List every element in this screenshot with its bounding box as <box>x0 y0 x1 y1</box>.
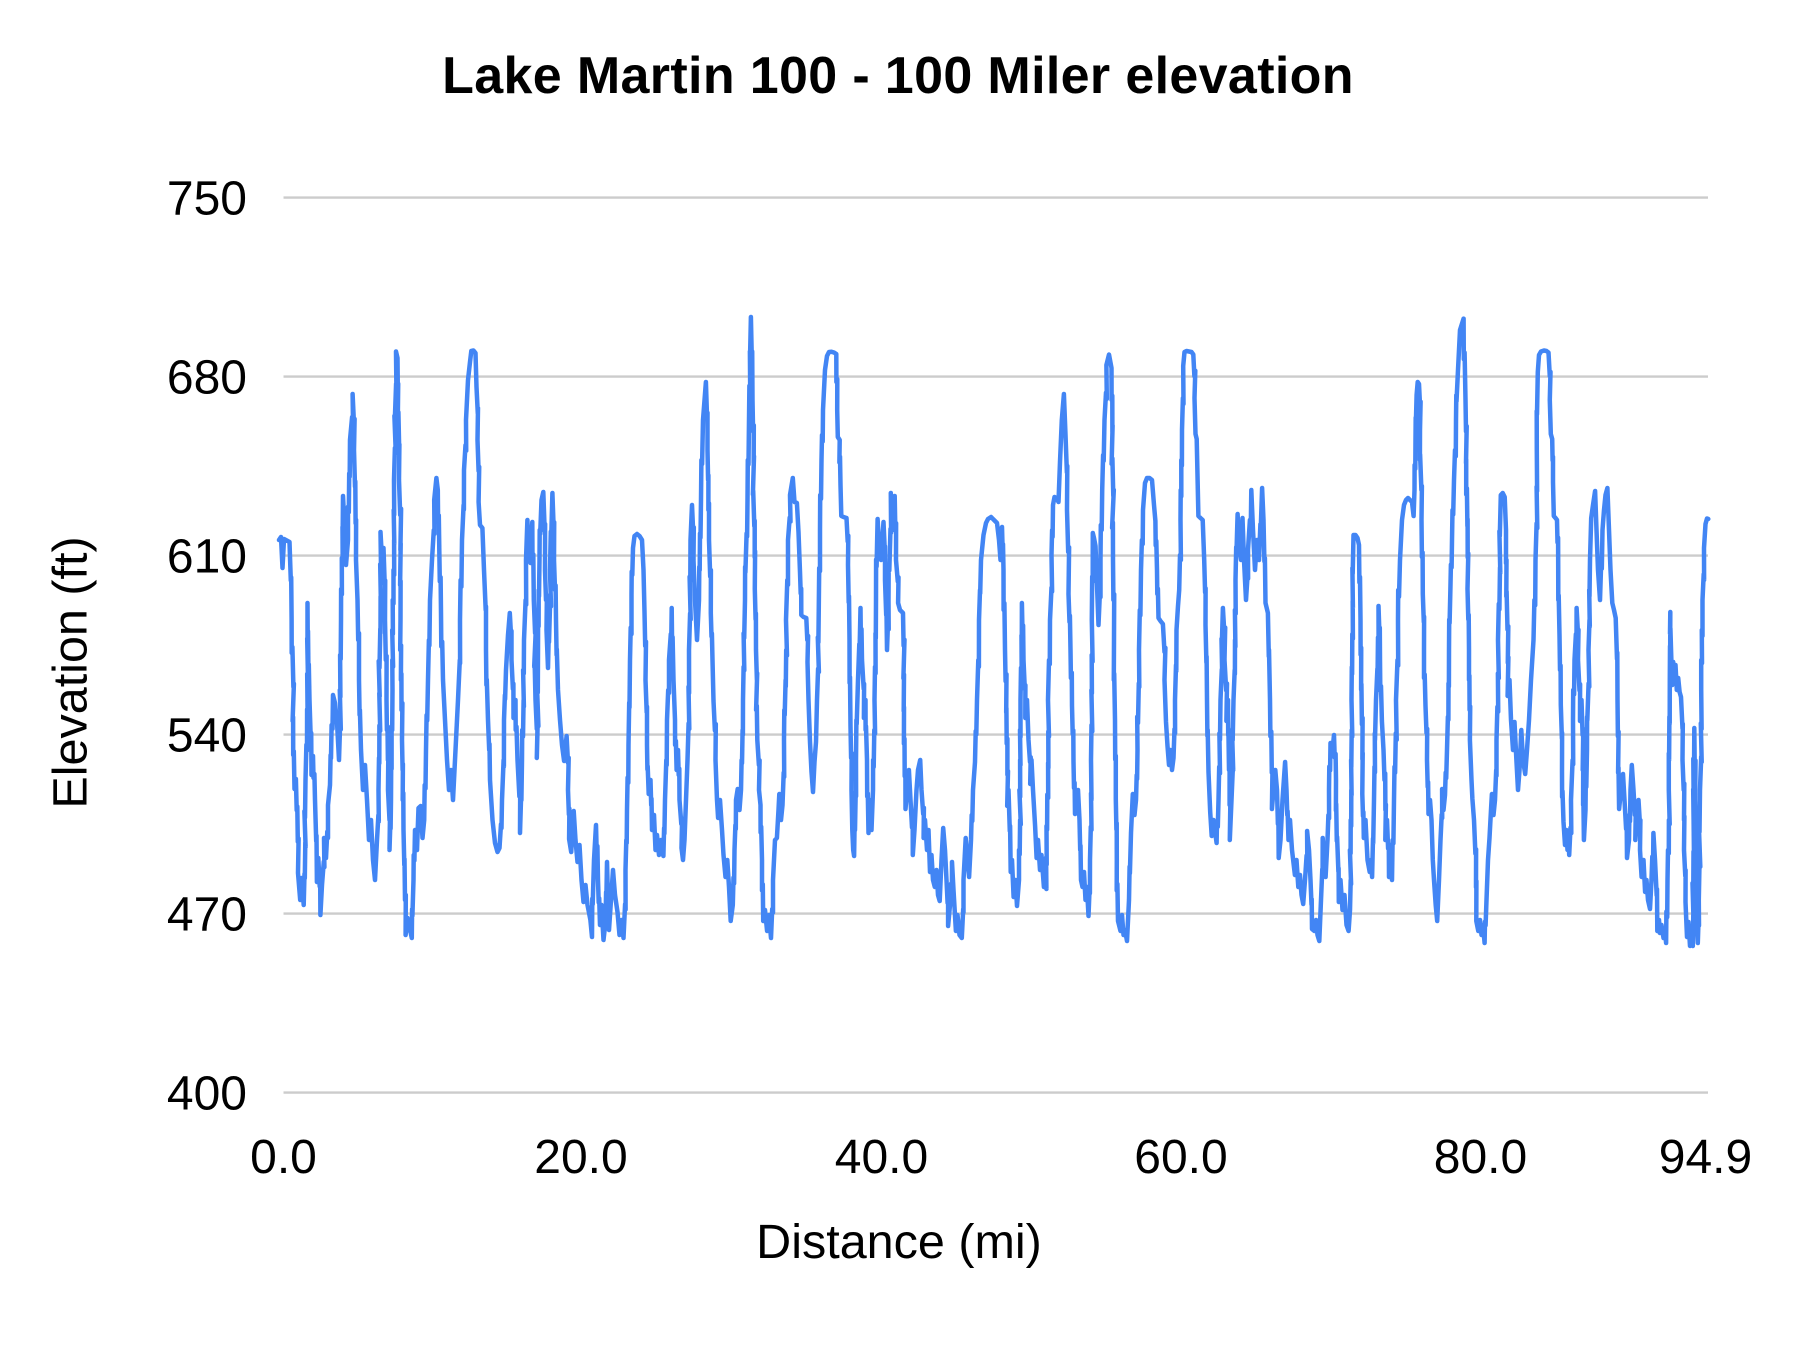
svg-text:540: 540 <box>167 710 247 763</box>
svg-text:750: 750 <box>167 173 247 226</box>
svg-text:470: 470 <box>167 889 247 942</box>
svg-text:Lake Martin 100 - 100 Miler el: Lake Martin 100 - 100 Miler elevation <box>442 47 1354 105</box>
svg-text:20.0: 20.0 <box>534 1131 627 1184</box>
svg-text:80.0: 80.0 <box>1434 1131 1527 1184</box>
svg-text:94.9: 94.9 <box>1659 1131 1752 1184</box>
svg-text:Elevation (ft): Elevation (ft) <box>44 536 98 808</box>
svg-text:Distance (mi): Distance (mi) <box>756 1215 1042 1269</box>
svg-text:680: 680 <box>167 352 247 405</box>
svg-text:0.0: 0.0 <box>250 1131 317 1184</box>
svg-text:40.0: 40.0 <box>835 1131 928 1184</box>
svg-text:400: 400 <box>167 1068 247 1121</box>
svg-text:60.0: 60.0 <box>1134 1131 1227 1184</box>
svg-text:610: 610 <box>167 531 247 584</box>
